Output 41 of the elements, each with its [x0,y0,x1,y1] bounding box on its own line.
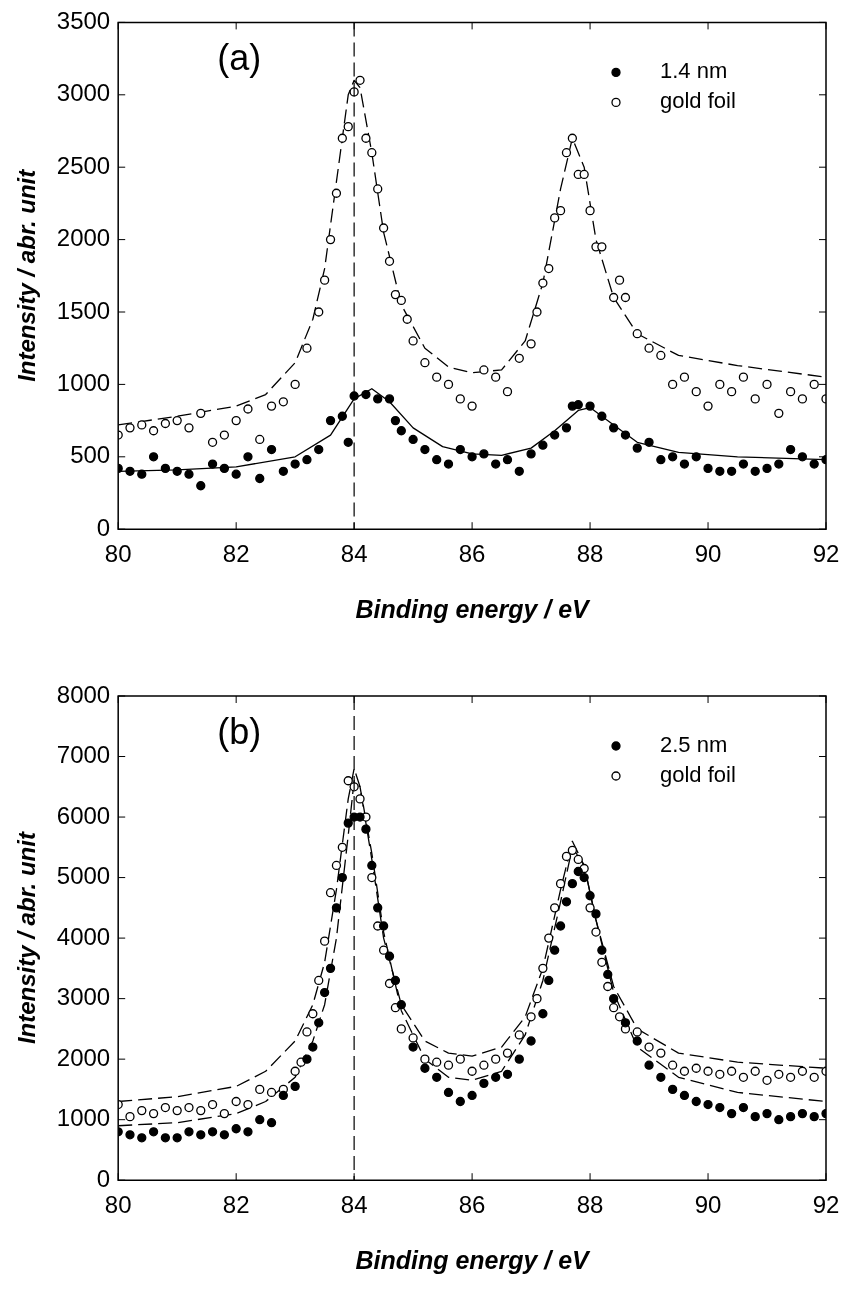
y-tick-label: 4000 [56,922,111,950]
y-tick-label: 500 [70,441,111,469]
chart-title: (a) [217,37,262,79]
x-tick-label: 80 [104,1191,132,1219]
x-axis-title: Binding energy / eV [355,594,592,623]
x-tick-label: 88 [576,1191,604,1219]
legend-label: gold foil [660,762,736,788]
chart-title: (b) [217,710,262,752]
y-tick-label: 3000 [56,983,111,1011]
y-axis-title: Intensity / abr. unit [13,168,41,382]
y-tick-label: 7000 [56,741,111,769]
y-tick-label: 5000 [56,862,111,890]
x-tick-label: 80 [104,540,132,568]
x-tick-label: 90 [694,540,722,568]
legend-label: 2.5 nm [660,732,728,758]
x-tick-label: 84 [340,540,368,568]
x-tick-label: 88 [576,540,604,568]
y-tick-label: 1000 [56,369,111,397]
y-tick-label: 0 [96,1164,111,1192]
y-axis-title: Intensity / abr. unit [13,831,41,1045]
x-tick-label: 92 [812,1191,840,1219]
y-tick-label: 2000 [56,224,111,252]
y-tick-label: 1500 [56,296,111,324]
x-tick-label: 86 [458,540,486,568]
y-tick-label: 6000 [56,801,111,829]
x-tick-label: 84 [340,1191,368,1219]
x-tick-label: 82 [222,1191,250,1219]
y-tick-label: 0 [96,513,111,541]
y-tick-label: 2500 [56,151,111,179]
legend-label: 1.4 nm [660,58,728,84]
y-tick-label: 3500 [56,7,111,35]
y-tick-label: 8000 [56,680,111,708]
x-tick-label: 86 [458,1191,486,1219]
x-tick-label: 90 [694,1191,722,1219]
x-axis-title: Binding energy / eV [355,1245,592,1274]
y-tick-label: 2000 [56,1043,111,1071]
y-tick-label: 3000 [56,79,111,107]
x-tick-label: 82 [222,540,250,568]
legend-label: gold foil [660,88,736,114]
x-tick-label: 92 [812,540,840,568]
y-tick-label: 1000 [56,1104,111,1132]
